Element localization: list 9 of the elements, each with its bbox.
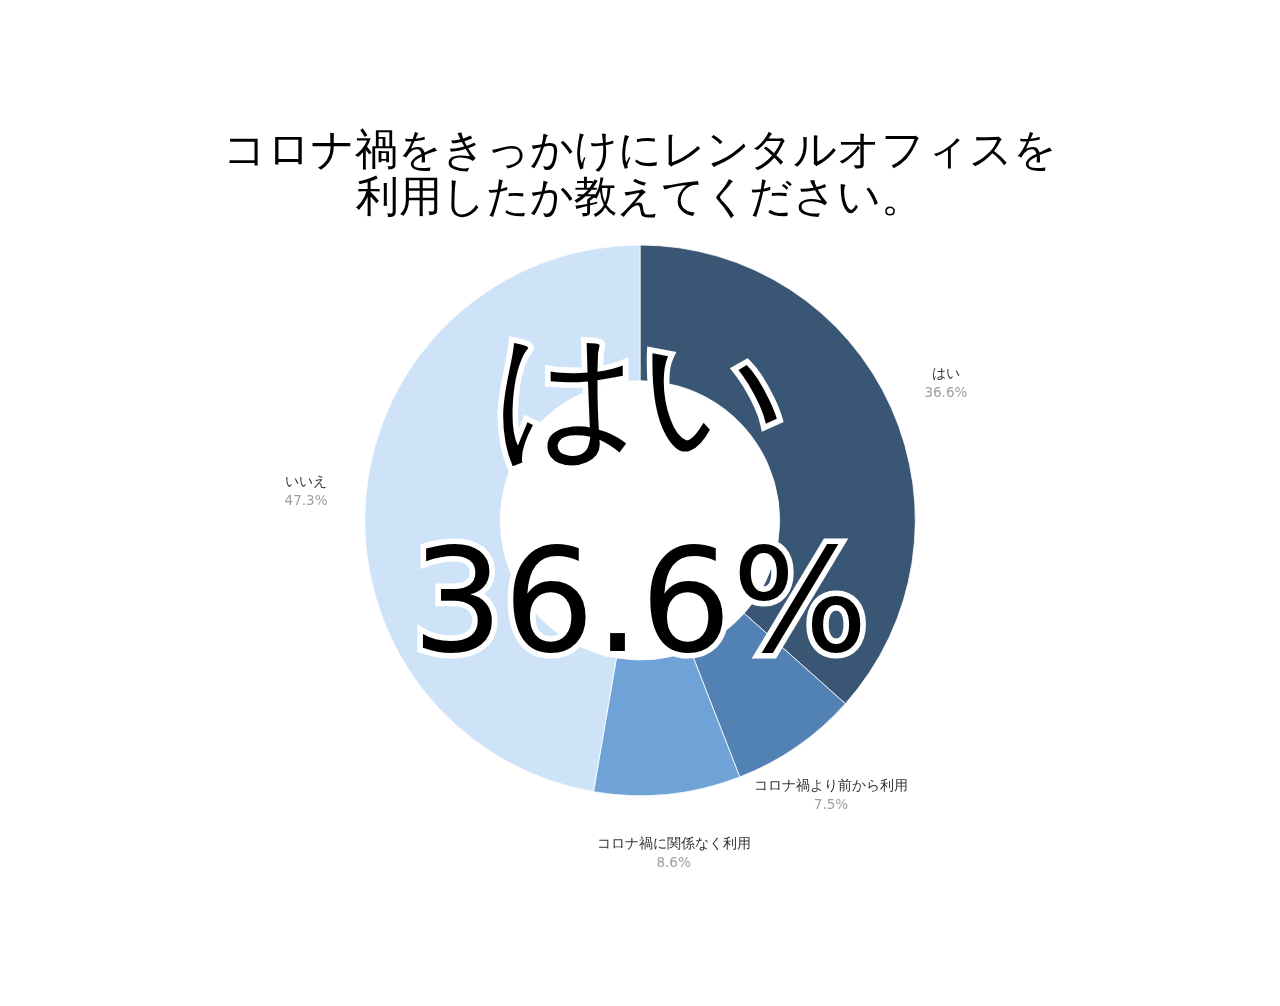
data-label: 36.6% [924,383,968,400]
slice-label: はい [931,364,960,381]
chart-title: コロナ禍をきっかけにレンタルオフィスを利用したか教えてください。 [222,124,1058,221]
data-label: 47.3% [284,492,328,509]
data-label: 8.6% [656,854,691,871]
data-label: 7.5% [813,796,849,813]
slice-label: コロナ禍より前から利用 [753,777,908,794]
slice-label: コロナ禍に関係なく利用 [596,835,751,852]
slice-label: いいえ [285,473,328,490]
